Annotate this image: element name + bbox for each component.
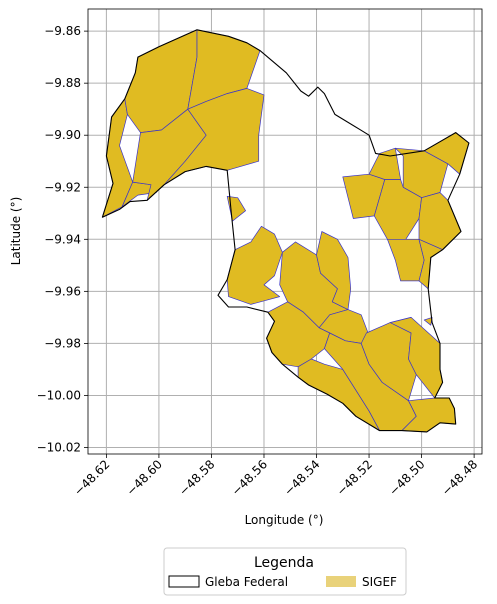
sigef-parcels — [102, 29, 470, 433]
legend-swatch-sigef — [326, 576, 356, 587]
y-tick-label: −9.90 — [44, 128, 81, 142]
y-tick-label: −10.02 — [37, 440, 81, 454]
y-tick-label: −9.86 — [44, 24, 81, 38]
y-tick-label: −9.96 — [44, 284, 81, 298]
sigef-parcel — [316, 231, 352, 310]
y-tick-label: −9.98 — [44, 336, 81, 350]
y-tick-label: −10.00 — [37, 388, 81, 402]
legend-label-gleba: Gleba Federal — [205, 575, 288, 589]
sigef-parcel — [226, 225, 283, 305]
sigef-parcel — [163, 88, 265, 186]
y-tick-label: −9.94 — [44, 232, 81, 246]
y-tick-label: −9.92 — [44, 180, 81, 194]
legend-label-sigef: SIGEF — [362, 575, 397, 589]
x-axis-label: Longitude (°) — [245, 513, 324, 527]
y-tick-label: −9.88 — [44, 76, 81, 90]
y-axis-label: Latitude (°) — [9, 197, 23, 266]
gleba-federal-boundary — [101, 29, 470, 433]
legend: Legenda Gleba Federal SIGEF — [163, 547, 407, 596]
legend-swatch-gleba — [168, 575, 200, 588]
y-axis-ticks: −9.86 −9.88 −9.90 −9.92 −9.94 −9.96 −9.98 −10.0… — [37, 24, 88, 454]
plot-frame — [87, 8, 483, 455]
gleba-outline — [101, 29, 470, 433]
legend-title: Legenda — [254, 555, 314, 571]
